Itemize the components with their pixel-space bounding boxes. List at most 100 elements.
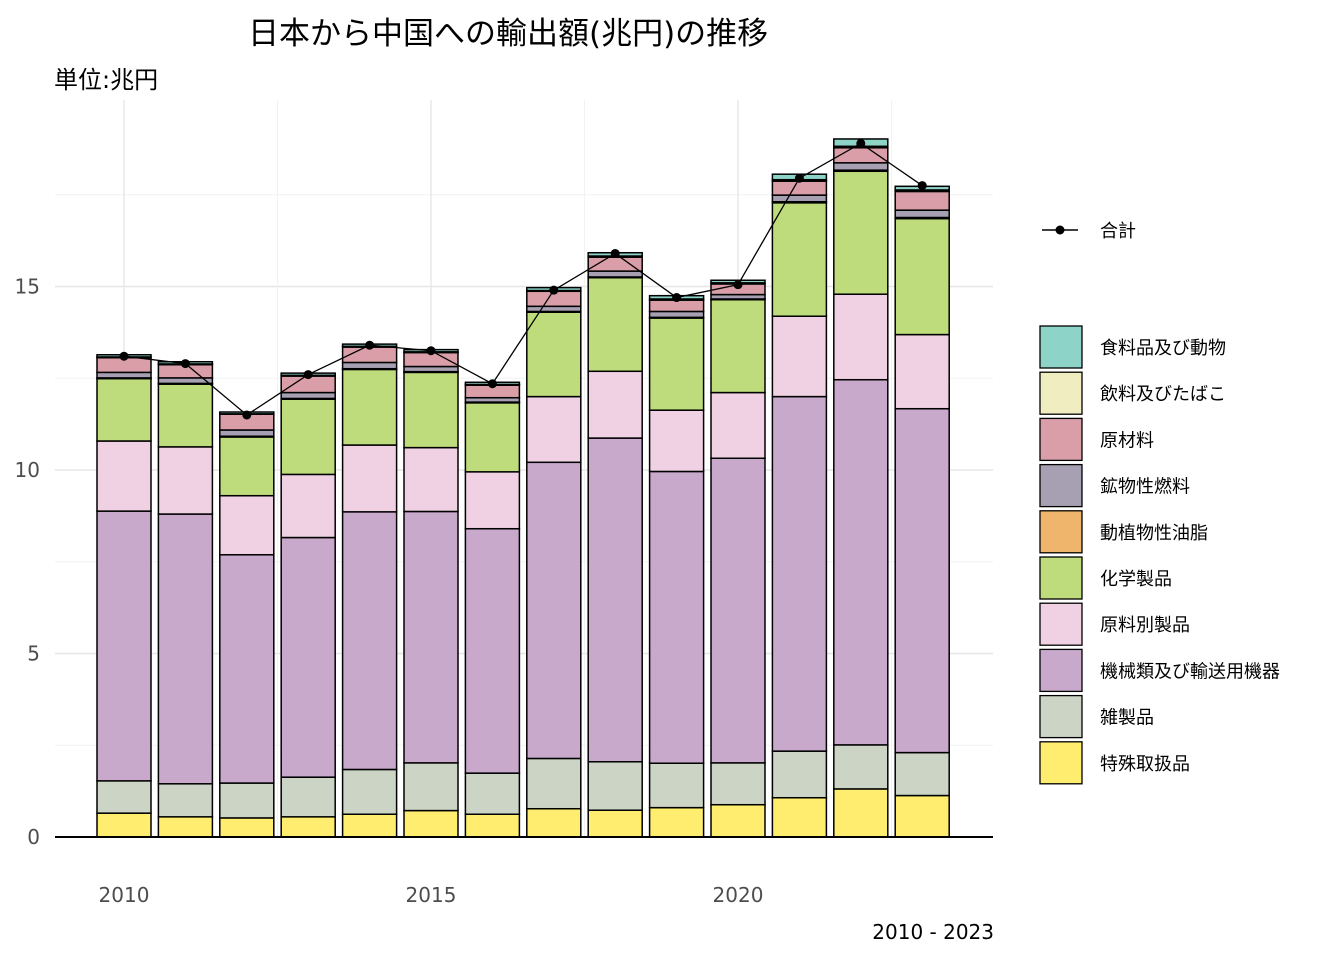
total-point: [487, 379, 497, 389]
total-point: [303, 370, 313, 380]
bar-segment: [341, 368, 398, 446]
total-series-line: [123, 142, 923, 416]
total-point: [917, 181, 927, 191]
bar-segment: [280, 473, 336, 539]
bar-segment: [219, 782, 275, 819]
bar-segment: [894, 217, 950, 336]
legend-label: 飲料及びたばこ: [1100, 384, 1226, 405]
legend-point-key: [1055, 225, 1065, 235]
legend-label: 動植物性油脂: [1100, 523, 1208, 544]
bar-segment: [280, 398, 336, 476]
bar-segment: [341, 813, 398, 838]
bar-segment: [219, 436, 275, 497]
legend-swatch: [1039, 325, 1083, 369]
total-point: [365, 340, 375, 350]
legend-categories: 食料品及び動物飲料及びたばこ原材料鉱物性燃料動植物性油脂化学製品原料別製品機械類…: [1039, 325, 1280, 785]
bar-segment: [771, 194, 828, 203]
legend-swatch: [1039, 510, 1083, 554]
chart-title: 日本から中国への輸出額(兆円)の推移: [248, 16, 769, 52]
bar-segment: [219, 817, 275, 838]
y-axis-ticks: 0 5 10 15: [15, 275, 40, 850]
bar-segment: [464, 813, 521, 838]
legend-swatch: [1039, 463, 1083, 508]
legend-label: 化学製品: [1100, 569, 1172, 590]
bar-segment: [96, 440, 152, 512]
legend-label: 雑製品: [1100, 708, 1154, 729]
legend-label: 原料別製品: [1100, 615, 1190, 636]
bar-segment: [157, 816, 214, 838]
legend-swatch: [1039, 694, 1083, 739]
bar-segment: [710, 457, 766, 764]
bar-segment: [710, 803, 766, 838]
bar-segment: [403, 446, 459, 513]
bar-segment: [833, 147, 889, 164]
total-point: [610, 248, 620, 258]
legend-swatch: [1039, 648, 1083, 693]
bar-segment: [894, 407, 950, 754]
bar-segment: [157, 513, 214, 785]
total-point: [856, 138, 866, 148]
bar-segment: [219, 429, 275, 437]
total-line: [119, 138, 927, 420]
bar-segment: [771, 315, 828, 398]
bar-segment: [280, 391, 336, 400]
bar-segment: [280, 816, 336, 838]
bar-segment: [648, 409, 705, 473]
bar-segment: [771, 796, 828, 838]
bar-segment: [648, 806, 705, 838]
bar-segment: [648, 762, 705, 809]
bar-segment: [96, 510, 152, 782]
bar-segment: [894, 333, 950, 410]
bar-segment: [587, 270, 643, 278]
bar-segment: [587, 370, 643, 439]
y-tick-label: 5: [27, 642, 40, 666]
legend-swatch: [1039, 602, 1083, 646]
bar-segment: [526, 305, 582, 313]
bar-segment: [403, 809, 459, 838]
bar-segment: [219, 494, 275, 556]
bar-segment: [833, 293, 889, 381]
total-point: [242, 410, 252, 420]
bar-segment: [648, 470, 705, 764]
legend-label: 鉱物性燃料: [1100, 477, 1190, 498]
bar-segment: [96, 371, 152, 379]
bar-segment: [526, 311, 582, 398]
total-point: [426, 346, 436, 356]
bar-segment: [96, 812, 152, 838]
bar-segment: [710, 762, 766, 806]
legend-swatch: [1039, 741, 1083, 785]
x-tick-label: 2010: [99, 883, 150, 907]
bar-segment: [833, 744, 889, 790]
y-tick-label: 10: [15, 458, 40, 482]
bar-segment: [526, 807, 582, 838]
bar-segment: [771, 750, 828, 799]
bar-segment: [341, 511, 398, 771]
bar-segment: [464, 527, 521, 774]
bar-segment: [403, 510, 459, 764]
bar-segment: [403, 762, 459, 812]
legend-swatch: [1039, 417, 1083, 462]
legend-label: 食料品及び動物: [1100, 338, 1226, 359]
bar-segment: [341, 768, 398, 815]
bar-segment: [648, 317, 705, 411]
bar-segment: [894, 751, 950, 797]
x-tick-label: 2020: [713, 883, 764, 907]
bar-segment: [710, 298, 766, 394]
x-tick-label: 2015: [406, 883, 457, 907]
bar-segment: [894, 794, 950, 838]
bar-segment: [833, 170, 889, 295]
bar-segment: [526, 461, 582, 760]
bar-segment: [587, 761, 643, 811]
bar-segment: [219, 554, 275, 784]
bar-segment: [526, 395, 582, 464]
bar-segment: [464, 471, 521, 530]
chart-subtitle: 単位:兆円: [54, 66, 159, 94]
bar-segment: [833, 162, 889, 171]
bar-segment: [771, 395, 828, 752]
bar-segment: [587, 276, 643, 373]
legend-swatch: [1039, 556, 1083, 600]
total-point: [549, 285, 559, 295]
bar-segment: [464, 772, 521, 815]
y-tick-label: 15: [15, 275, 40, 299]
bar-segment: [157, 783, 214, 818]
